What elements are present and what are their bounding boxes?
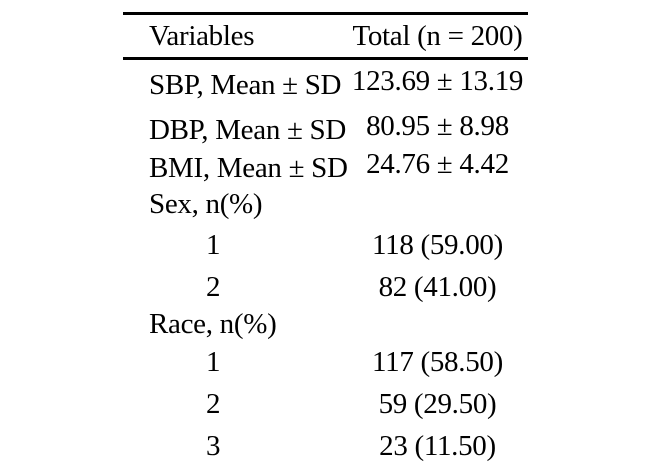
header-variables: Variables <box>149 19 255 52</box>
row-value: 80.95 ± 8.98 <box>366 109 509 142</box>
table-row: 2 59 (29.50) <box>123 383 528 426</box>
table-row: 1 118 (59.00) <box>123 222 528 268</box>
table-row: Sex, n(%) <box>123 186 528 222</box>
row-label: Sex, n(%) <box>149 187 263 220</box>
row-value: 24.76 ± 4.42 <box>366 147 509 180</box>
row-value: 82 (41.00) <box>378 270 497 303</box>
row-label: Race, n(%) <box>149 307 277 340</box>
table-row: Race, n(%) <box>123 306 528 342</box>
table-row: 3 23 (11.50) <box>123 426 528 466</box>
row-label: BMI, Mean ± SD <box>149 151 348 184</box>
table-row: 1 117 (58.50) <box>123 342 528 383</box>
row-label: SBP, Mean ± SD <box>149 68 342 101</box>
row-label: 3 <box>206 430 221 462</box>
row-label: 2 <box>206 388 221 420</box>
table-row: 2 82 (41.00) <box>123 268 528 306</box>
table-row: SBP, Mean ± SD 123.69 ± 13.19 <box>123 60 528 110</box>
table-row: DBP, Mean ± SD 80.95 ± 8.98 <box>123 110 528 150</box>
header-total: Total (n = 200) <box>352 19 523 52</box>
row-value: 23 (11.50) <box>379 430 496 462</box>
row-value: 123.69 ± 13.19 <box>351 64 524 97</box>
row-label: 1 <box>206 346 221 378</box>
row-label: DBP, Mean ± SD <box>149 113 347 146</box>
row-value: 118 (59.00) <box>372 228 503 261</box>
row-value: 59 (29.50) <box>378 388 497 420</box>
baseline-characteristics-table: Variables Total (n = 200) SBP, Mean ± SD… <box>123 12 528 466</box>
row-value: 117 (58.50) <box>372 346 503 378</box>
table-header-row: Variables Total (n = 200) <box>123 15 528 60</box>
row-label: 1 <box>206 228 221 261</box>
table-row: BMI, Mean ± SD 24.76 ± 4.42 <box>123 147 528 186</box>
row-label: 2 <box>206 270 221 303</box>
